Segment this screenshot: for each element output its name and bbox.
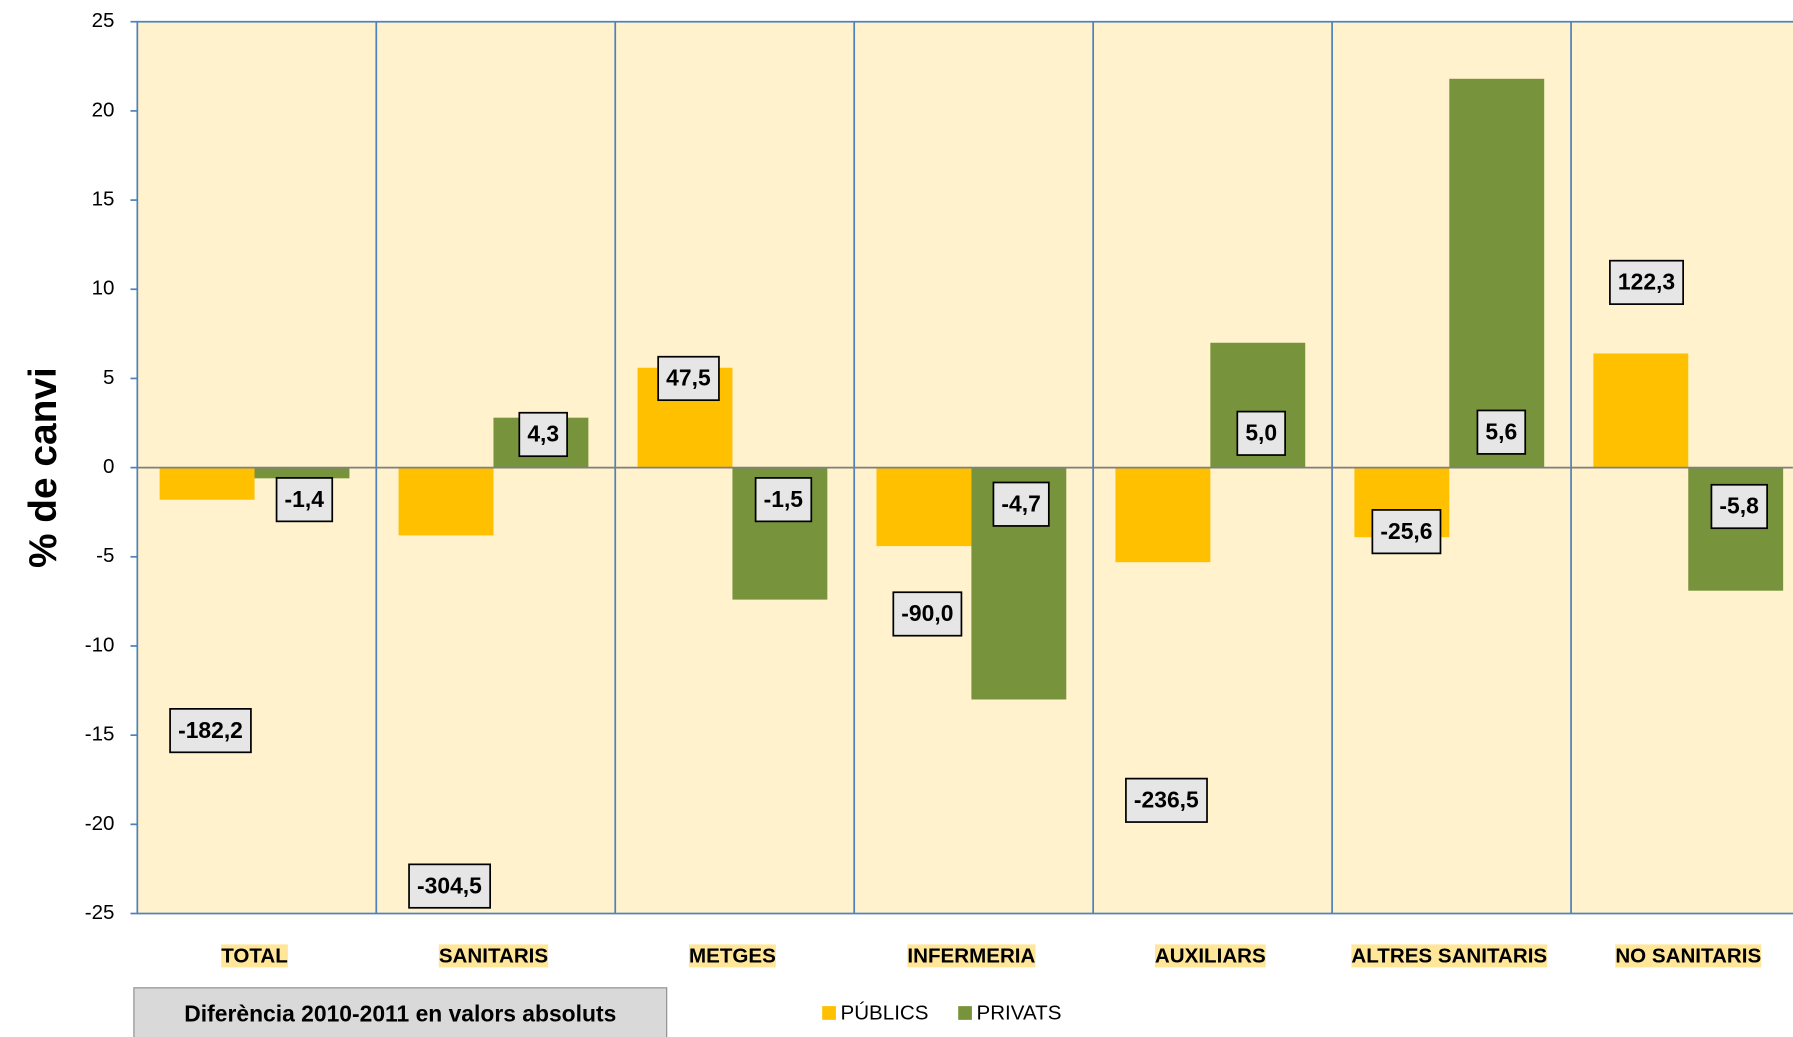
y-tick-label: -20 — [85, 812, 115, 835]
y-axis-title: % de canvi — [22, 367, 65, 568]
annotation-box — [408, 863, 492, 909]
annotation: -5,8 — [1719, 493, 1759, 519]
legend-label: PRIVATS — [976, 1002, 1061, 1025]
bar — [1115, 467, 1211, 563]
annotation: -1,4 — [285, 486, 325, 512]
y-tick-label: 10 — [92, 277, 115, 300]
legend-swatch — [958, 1006, 972, 1020]
annotation: -4,7 — [1001, 490, 1040, 516]
y-tick-label: 15 — [92, 188, 115, 211]
annotation-box — [1236, 410, 1286, 456]
x-tick-label: METGES — [689, 944, 776, 967]
legend-label: PÚBLICS — [840, 1002, 928, 1025]
bar — [876, 467, 972, 547]
category-highlight — [438, 944, 549, 968]
bar — [1449, 78, 1545, 468]
note: Diferència 2010-2011 en valors absoluts — [184, 1000, 616, 1026]
annotation: -304,5 — [417, 872, 482, 898]
y-tick-label: 0 — [103, 455, 114, 478]
annotation-box — [275, 477, 334, 523]
category-highlight — [1154, 944, 1266, 968]
y-tick-label: 5 — [103, 366, 114, 389]
plot-border — [136, 20, 1793, 915]
annotation: -236,5 — [1134, 787, 1199, 813]
bar — [254, 467, 350, 479]
annotation-box — [892, 591, 963, 637]
annotation-box — [754, 477, 813, 523]
x-tick-label: ALTRES SANITARIS — [1351, 944, 1547, 967]
annotation-box — [992, 481, 1050, 527]
annotation: 122,3 — [1618, 269, 1675, 295]
annotation: -90,0 — [901, 600, 953, 626]
bar — [159, 467, 255, 500]
y-tick-label: 20 — [92, 98, 115, 121]
annotation-box — [518, 411, 568, 458]
category-highlight — [221, 944, 288, 968]
x-tick-label: AUXILIARS — [1155, 944, 1266, 967]
category-highlight — [1615, 944, 1762, 968]
annotation: 5,6 — [1485, 418, 1517, 444]
note-box — [133, 987, 668, 1037]
x-tick-label: INFERMERIA — [907, 944, 1035, 967]
y-tick-label: -10 — [85, 633, 115, 656]
category-highlight — [907, 944, 1036, 968]
bar — [1593, 353, 1689, 468]
y-tick-label: 25 — [92, 9, 115, 32]
x-tick-label: NO SANITARIS — [1615, 944, 1761, 967]
annotation-box — [1609, 259, 1684, 305]
category-highlight — [689, 944, 776, 968]
y-tick-label: -25 — [85, 901, 115, 924]
annotation: 5,0 — [1245, 419, 1277, 445]
annotation: 4,3 — [527, 421, 559, 447]
bar — [398, 467, 494, 536]
x-tick-label: TOTAL — [221, 944, 288, 967]
annotation-box — [1476, 409, 1527, 455]
annotation-box — [169, 708, 252, 754]
annotation-box — [657, 355, 720, 402]
annotation-box — [1371, 509, 1442, 555]
annotation: 47,5 — [666, 365, 711, 391]
annotation: -1,5 — [764, 486, 804, 512]
category-highlight — [1351, 944, 1548, 968]
legend-swatch — [822, 1006, 836, 1020]
y-tick-label: -15 — [85, 723, 115, 746]
annotation: -25,6 — [1380, 518, 1432, 544]
annotation: -182,2 — [178, 717, 243, 743]
y-tick-label: -5 — [96, 544, 114, 567]
annotation-box — [1710, 483, 1768, 530]
x-tick-label: SANITARIS — [439, 944, 548, 967]
annotation-box — [1125, 777, 1208, 823]
